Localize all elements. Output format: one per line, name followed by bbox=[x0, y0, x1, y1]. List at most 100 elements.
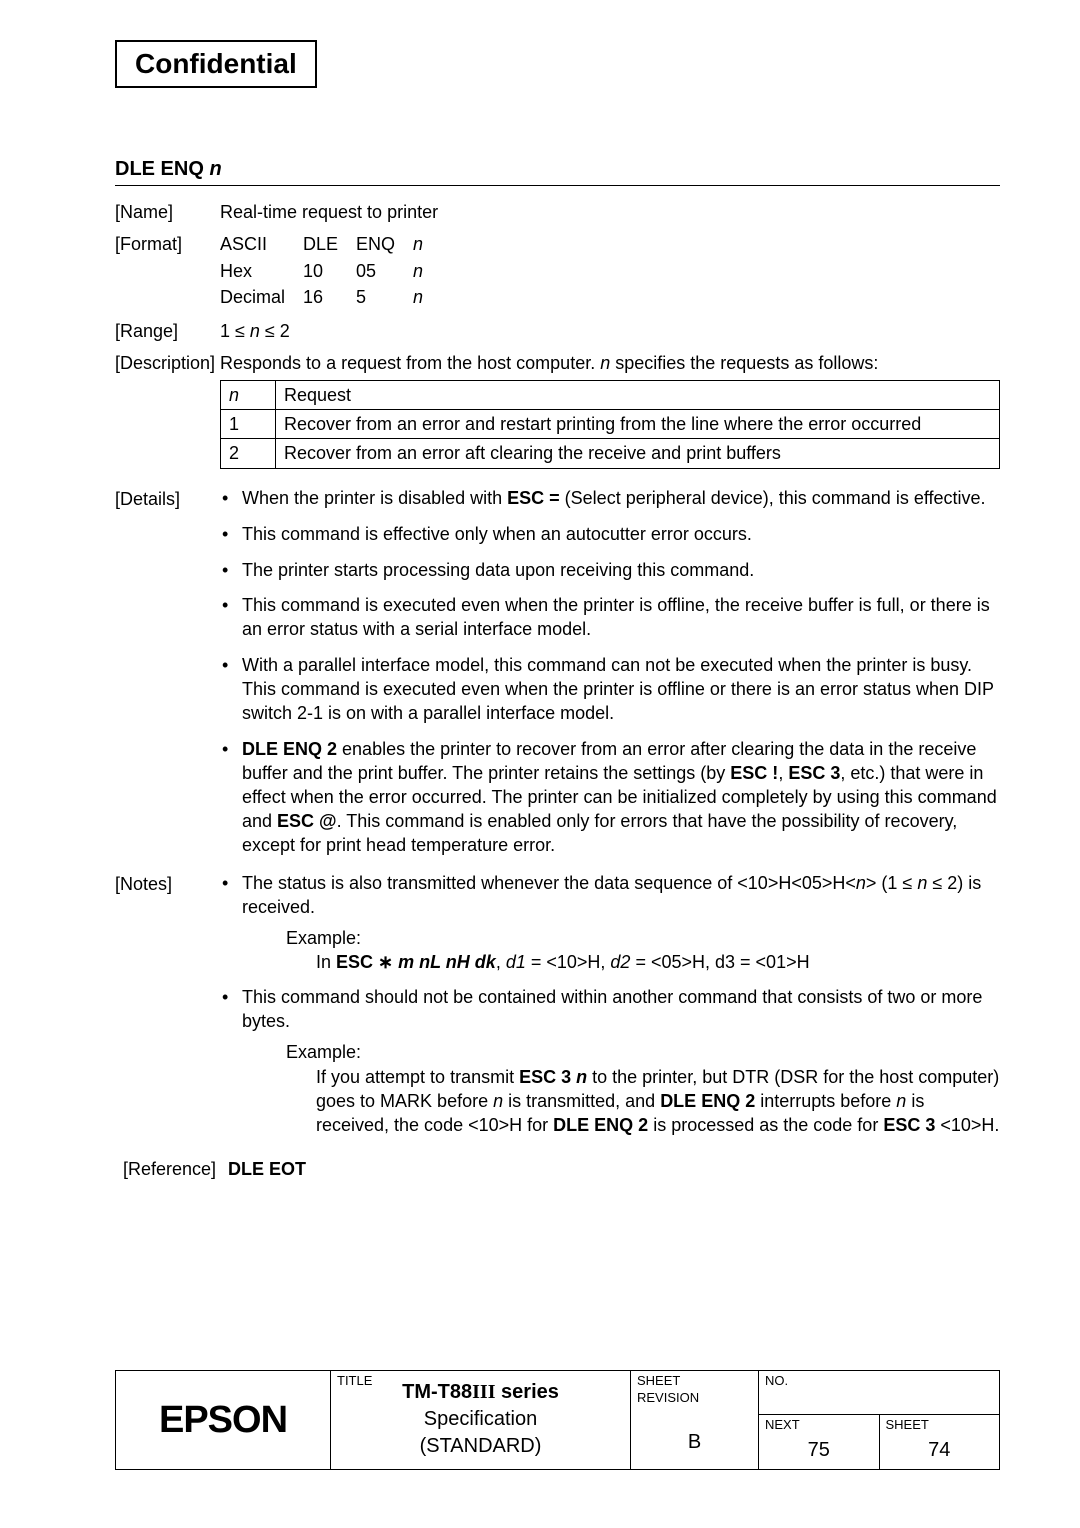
req-head-req: Request bbox=[276, 380, 1000, 409]
notes-list: The status is also transmitted whenever … bbox=[220, 872, 1000, 1138]
fmt-cell: 16 bbox=[303, 285, 356, 311]
label-name: [Name] bbox=[115, 200, 220, 224]
table-row: n Request bbox=[221, 380, 1000, 409]
note-ital: n bbox=[917, 873, 927, 893]
list-item: DLE ENQ 2 enables the printer to recover… bbox=[220, 738, 1000, 858]
title-seg: series bbox=[495, 1381, 558, 1403]
rev-cap1: SHEET bbox=[637, 1373, 680, 1388]
confidential-box: Confidential bbox=[115, 40, 317, 88]
ex-ital: d1 bbox=[506, 952, 526, 972]
detail-bold: DLE ENQ 2 bbox=[242, 739, 337, 759]
detail-text: . This command is enabled only for error… bbox=[242, 811, 957, 855]
label-description: [Description] bbox=[115, 351, 220, 468]
label-notes: [Notes] bbox=[115, 872, 220, 1150]
request-table: n Request 1 Recover from an error and re… bbox=[220, 380, 1000, 469]
note-text: > (1 ≤ bbox=[866, 873, 917, 893]
fmt-cell: 5 bbox=[356, 285, 413, 311]
ex-text: is transmitted, and bbox=[503, 1091, 660, 1111]
next-caption: NEXT bbox=[759, 1415, 879, 1432]
title-seg: TM-T88 bbox=[402, 1381, 472, 1403]
table-row: ASCII DLE ENQ n bbox=[220, 232, 441, 258]
label-reference: [Reference] bbox=[123, 1157, 228, 1181]
fmt-cell: DLE bbox=[303, 232, 356, 258]
ex-text: = <05>H, d3 = <01>H bbox=[630, 952, 809, 972]
list-item: With a parallel interface model, this co… bbox=[220, 654, 1000, 726]
list-item: This command is executed even when the p… bbox=[220, 594, 1000, 642]
ex-text: , bbox=[496, 952, 506, 972]
footer-revision: SHEET REVISION B bbox=[631, 1371, 759, 1469]
ex-text: is processed as the code for bbox=[648, 1115, 883, 1135]
detail-bold: ESC = bbox=[507, 488, 560, 508]
detail-text: When the printer is disabled with bbox=[242, 488, 507, 508]
title-line3: (STANDARD) bbox=[420, 1435, 542, 1457]
req-cell: 1 bbox=[221, 410, 276, 439]
row-range: [Range] 1 ≤ n ≤ 2 bbox=[115, 319, 1000, 343]
table-row: 1 Recover from an error and restart prin… bbox=[221, 410, 1000, 439]
epson-logo: EPSON bbox=[116, 1371, 331, 1469]
rev-cap2: REVISION bbox=[637, 1390, 699, 1405]
command-title-prefix: DLE ENQ bbox=[115, 158, 209, 180]
reference-value: DLE EOT bbox=[228, 1159, 306, 1179]
detail-bold: ESC ! bbox=[730, 763, 778, 783]
desc-text-c: specifies the requests as follows: bbox=[610, 353, 878, 373]
fmt-cell: Hex bbox=[220, 259, 303, 285]
detail-text: (Select peripheral device), this command… bbox=[560, 488, 986, 508]
fmt-cell: n bbox=[413, 232, 441, 258]
footer-next: NEXT 75 bbox=[759, 1415, 880, 1469]
fmt-cell: 05 bbox=[356, 259, 413, 285]
list-item: When the printer is disabled with ESC = … bbox=[220, 487, 1000, 511]
footer-no-caption: NO. bbox=[759, 1371, 999, 1415]
detail-bold: ESC 3 bbox=[788, 763, 840, 783]
row-details: [Details] When the printer is disabled w… bbox=[115, 487, 1000, 870]
note-ital: n bbox=[856, 873, 866, 893]
title-line2: Specification bbox=[424, 1408, 537, 1430]
ex-bold: ESC 3 bbox=[883, 1115, 935, 1135]
note-text: The status is also transmitted whenever … bbox=[242, 873, 856, 893]
example-block: Example: In ESC ∗ m nL nH dk, d1 = <10>H… bbox=[286, 926, 1000, 975]
ex-ital: n bbox=[896, 1091, 906, 1111]
value-name: Real-time request to printer bbox=[220, 200, 1000, 224]
row-description: [Description] Responds to a request from… bbox=[115, 351, 1000, 468]
example-body: In ESC ∗ m nL nH dk, d1 = <10>H, d2 = <0… bbox=[316, 950, 1000, 974]
table-row: Hex 10 05 n bbox=[220, 259, 441, 285]
next-value: 75 bbox=[759, 1432, 879, 1469]
ex-text: interrupts before bbox=[755, 1091, 896, 1111]
ex-bold: DLE ENQ 2 bbox=[660, 1091, 755, 1111]
fmt-cell: ASCII bbox=[220, 232, 303, 258]
footer-title-caption: TITLE bbox=[337, 1373, 372, 1388]
detail-bold: ESC @ bbox=[277, 811, 337, 831]
row-reference: [Reference] DLE EOT bbox=[123, 1157, 1000, 1181]
fmt-cell: 10 bbox=[303, 259, 356, 285]
table-row: Decimal 16 5 n bbox=[220, 285, 441, 311]
label-range: [Range] bbox=[115, 319, 220, 343]
fmt-cell: Decimal bbox=[220, 285, 303, 311]
example-label: Example: bbox=[286, 1040, 1000, 1064]
req-cell: Recover from an error and restart printi… bbox=[276, 410, 1000, 439]
req-cell: Recover from an error aft clearing the r… bbox=[276, 439, 1000, 468]
ex-text: = <10>H, bbox=[526, 952, 611, 972]
ex-text: <10>H. bbox=[935, 1115, 999, 1135]
list-item: The status is also transmitted whenever … bbox=[220, 872, 1000, 974]
row-notes: [Notes] The status is also transmitted w… bbox=[115, 872, 1000, 1150]
command-title-param: n bbox=[209, 158, 221, 180]
ex-bold: ESC 3 bbox=[519, 1067, 576, 1087]
sheet-value: 74 bbox=[880, 1432, 1000, 1469]
sheet-caption: SHEET bbox=[880, 1415, 1000, 1432]
format-table: ASCII DLE ENQ n Hex 10 05 n Decimal 16 5… bbox=[220, 232, 441, 311]
rev-value: B bbox=[631, 1415, 758, 1469]
footer-title-text: TM-T88III series Specification (STANDARD… bbox=[331, 1377, 630, 1460]
footer-sheet: SHEET 74 bbox=[880, 1415, 1000, 1469]
ex-text: In bbox=[316, 952, 336, 972]
req-head-n: n bbox=[221, 380, 276, 409]
example-body: If you attempt to transmit ESC 3 n to th… bbox=[316, 1065, 1000, 1138]
list-item: The printer starts processing data upon … bbox=[220, 559, 1000, 583]
footer-block: EPSON TITLE TM-T88III series Specificati… bbox=[115, 1370, 1000, 1470]
desc-text-b: n bbox=[600, 353, 610, 373]
ex-ital: d2 bbox=[610, 952, 630, 972]
detail-text: , bbox=[778, 763, 788, 783]
note-text: This command should not be contained wit… bbox=[242, 987, 982, 1031]
table-row: 2 Recover from an error aft clearing the… bbox=[221, 439, 1000, 468]
req-cell: 2 bbox=[221, 439, 276, 468]
desc-text-a: Responds to a request from the host comp… bbox=[220, 353, 600, 373]
fmt-cell: ENQ bbox=[356, 232, 413, 258]
